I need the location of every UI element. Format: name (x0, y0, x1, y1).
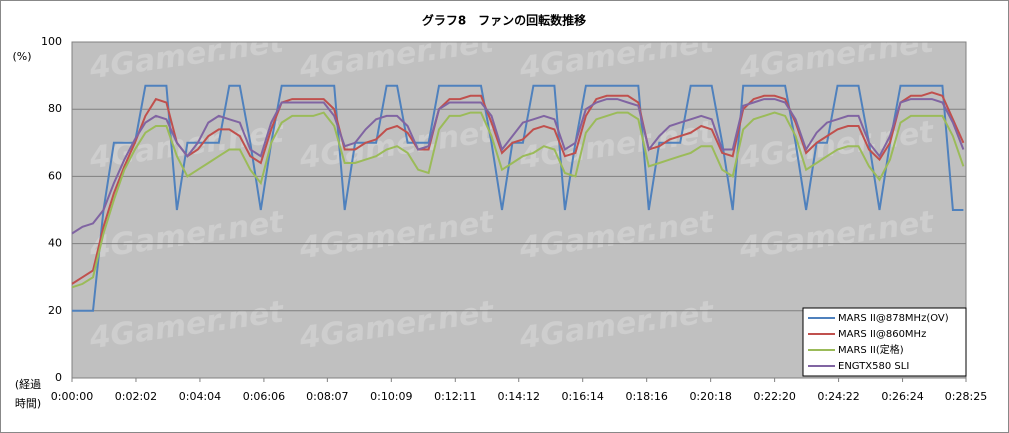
series-line (71, 91, 965, 285)
x-tick-label: 0:26:24 (881, 390, 923, 403)
x-axis-label: (経過 (15, 378, 41, 391)
x-tick-label: 0:02:02 (115, 390, 157, 403)
x-tick-label: 0:10:09 (370, 390, 412, 403)
x-tick-label: 0:28:25 (945, 390, 987, 403)
legend-label: MARS II@860MHz (838, 329, 926, 340)
y-tick-label: 80 (48, 102, 62, 115)
y-tick-label: 40 (48, 237, 62, 250)
legend-label: MARS II(定格) (838, 343, 904, 356)
series-line (72, 84, 964, 312)
y-tick-label: 20 (48, 304, 62, 317)
x-tick-label: 0:12:11 (434, 390, 476, 403)
x-tick-label: 0:18:16 (625, 390, 667, 403)
x-tick-label: 0:06:06 (243, 390, 285, 403)
legend-label: ENGTX580 SLI (838, 361, 909, 372)
x-tick-label: 0:04:04 (179, 390, 221, 403)
x-tick-label: 0:00:00 (51, 390, 93, 403)
legend-box (802, 307, 967, 377)
chart-title: グラフ8 ファンの回転数推移 (422, 13, 586, 28)
x-tick-label: 0:08:07 (306, 390, 348, 403)
x-tick-label: 0:24:22 (817, 390, 859, 403)
y-tick-label: 100 (41, 35, 62, 48)
x-axis-label: 時間) (15, 397, 41, 410)
y-tick-label: 0 (55, 371, 62, 384)
x-tick-label: 0:20:18 (689, 390, 731, 403)
x-tick-label: 0:22:20 (753, 390, 795, 403)
series-line (71, 111, 965, 289)
y-tick-label: 60 (48, 169, 62, 182)
legend-label: MARS II@878MHz(OV) (838, 313, 949, 324)
x-tick-label: 0:16:14 (562, 390, 604, 403)
y-axis-label: (%) (12, 50, 31, 63)
x-tick-label: 0:14:12 (498, 390, 540, 403)
series-line (71, 98, 965, 235)
